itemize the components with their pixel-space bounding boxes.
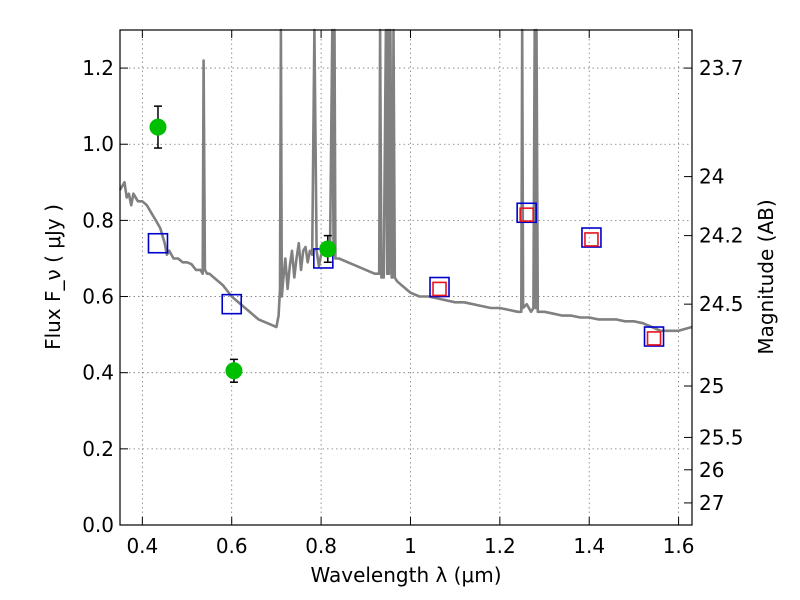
model-point-red bbox=[584, 232, 599, 247]
x-tick-label: 1.2 bbox=[484, 534, 516, 558]
x-axis-label: Wavelength λ (μm) bbox=[310, 563, 501, 587]
model-point-blue bbox=[147, 232, 169, 254]
right-tick-label: 27 bbox=[699, 491, 724, 515]
y-tick-label: 0.0 bbox=[82, 513, 114, 537]
y-tick-label: 0.8 bbox=[82, 208, 114, 232]
y-tick-label: 1.0 bbox=[82, 132, 114, 156]
right-tick-label: 24.2 bbox=[699, 224, 744, 248]
observed-point bbox=[225, 362, 243, 380]
model-point-blue bbox=[581, 227, 602, 248]
model-point-blue bbox=[643, 326, 665, 347]
model-point-blue bbox=[429, 276, 450, 298]
grid bbox=[120, 30, 692, 525]
right-tick-label: 24 bbox=[699, 165, 724, 189]
x-tick-label: 0.4 bbox=[126, 534, 158, 558]
right-axis-label: Magnitude (AB) bbox=[754, 199, 778, 354]
right-tick-label: 25 bbox=[699, 374, 724, 398]
y-tick-label: 0.4 bbox=[82, 361, 114, 385]
plot-frame bbox=[119, 29, 693, 526]
y-axis-label: Flux F_ν ( μJy ) bbox=[41, 204, 65, 350]
x-tick-label: 1 bbox=[404, 534, 417, 558]
x-tick-label: 1.4 bbox=[573, 534, 605, 558]
series-layer bbox=[118, 28, 693, 383]
y-tick-label: 0.2 bbox=[82, 437, 114, 461]
model-point-blue bbox=[516, 202, 537, 224]
x-tick-label: 1.6 bbox=[663, 534, 695, 558]
model-point-red bbox=[519, 207, 534, 222]
right-tick-label: 25.5 bbox=[699, 425, 744, 449]
y-tick-label: 0.6 bbox=[82, 285, 114, 309]
y-tick-label: 1.2 bbox=[82, 56, 114, 80]
model-point-red bbox=[432, 281, 447, 297]
right-tick-label: 23.7 bbox=[699, 56, 744, 80]
spectrum-line bbox=[118, 28, 693, 333]
model-point-red bbox=[646, 331, 662, 346]
right-tick-label: 24.5 bbox=[699, 292, 744, 316]
model-point-blue bbox=[221, 293, 243, 315]
right-tick-label: 26 bbox=[699, 458, 724, 482]
observed-point bbox=[149, 118, 167, 136]
x-tick-label: 0.6 bbox=[216, 534, 248, 558]
tick-marks bbox=[120, 30, 692, 526]
observed-point bbox=[319, 240, 337, 258]
tick-labels: 0.4 0.6 0.8 1 1.2 1.4 1.6 0.0 0.2 0.4 0.6 0.8 1.0 1.2… bbox=[82, 56, 743, 558]
x-tick-label: 0.8 bbox=[305, 534, 337, 558]
